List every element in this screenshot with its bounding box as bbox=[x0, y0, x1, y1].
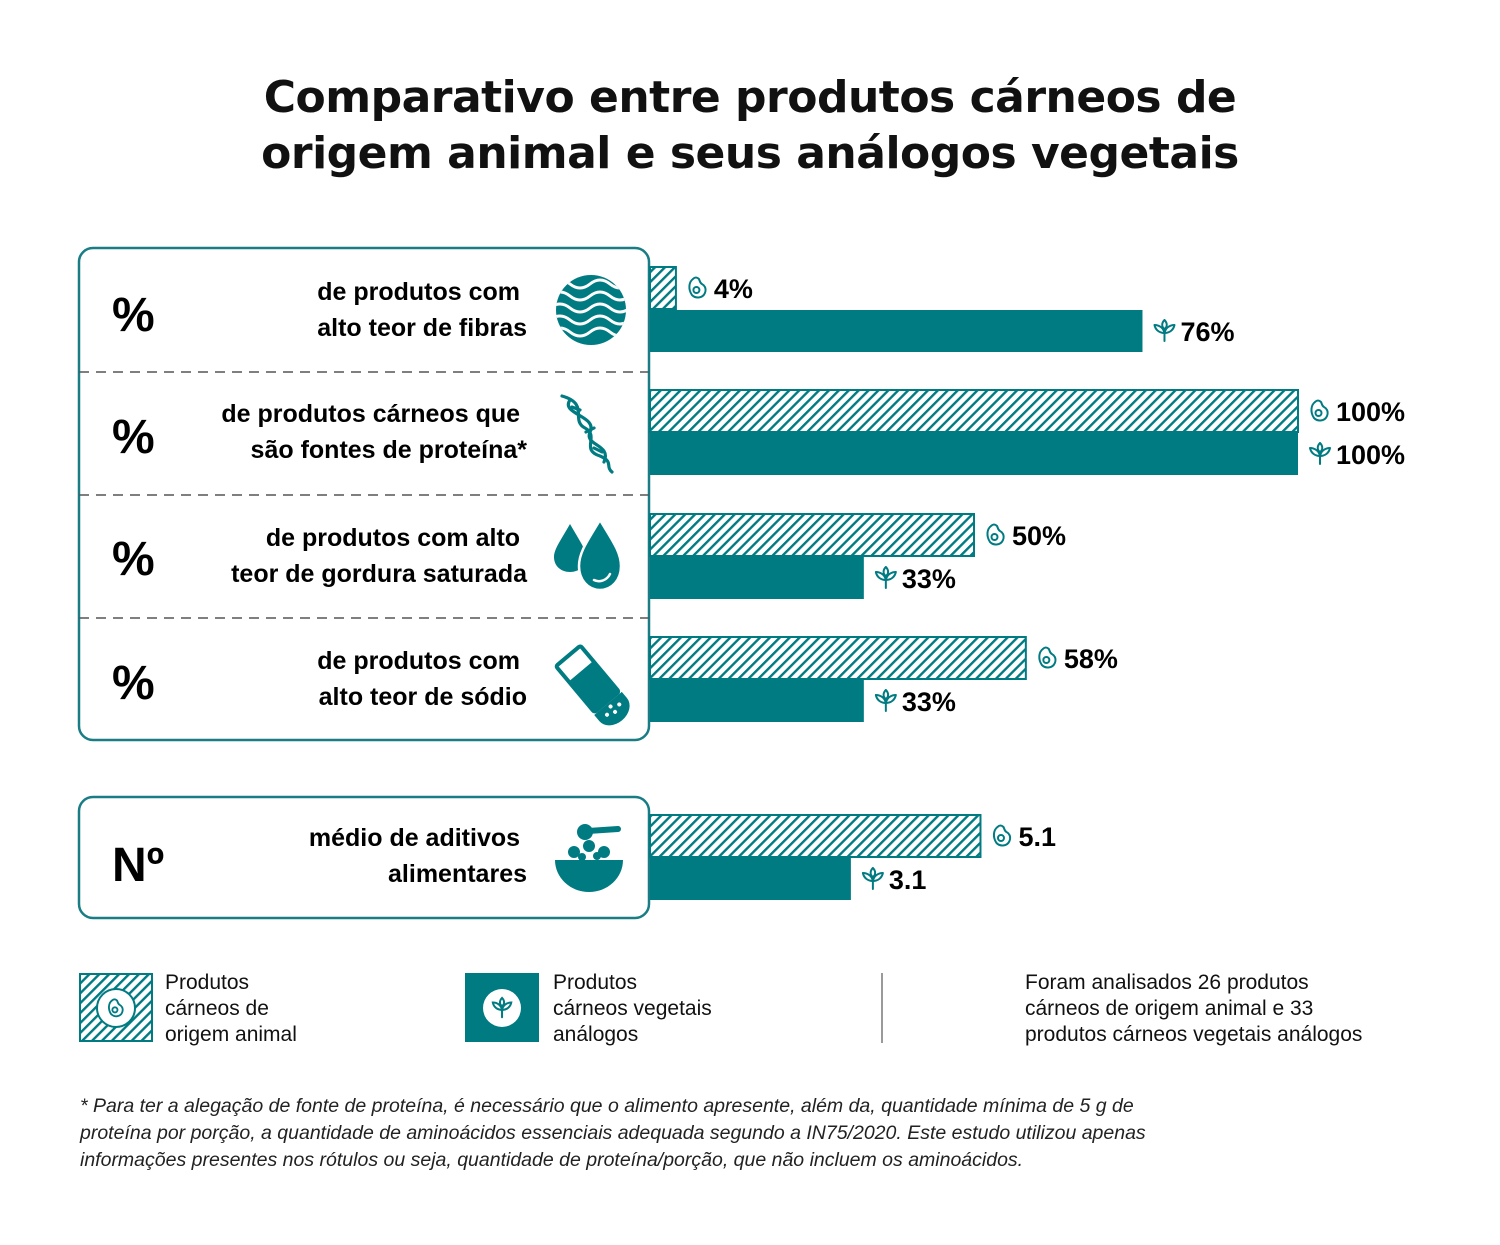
sample-note-line: cárneos de origem animal e 33 bbox=[1025, 997, 1314, 1020]
legend-label-line: análogos bbox=[553, 1023, 639, 1046]
value-label-vegetal: 100% bbox=[1336, 440, 1405, 470]
value-label-vegetal: 33% bbox=[902, 564, 956, 594]
legend-label-line: Produtos bbox=[165, 971, 250, 994]
row-description-line: alimentares bbox=[388, 860, 527, 888]
bar-vegetal bbox=[650, 680, 864, 722]
row-metric-symbol: % bbox=[112, 533, 155, 586]
row-description-line: médio de aditivos bbox=[309, 824, 520, 852]
footnote-line: * Para ter a alegação de fonte de proteí… bbox=[80, 1095, 1134, 1117]
fat-drops-icon bbox=[554, 517, 623, 592]
sprout-icon bbox=[861, 867, 884, 890]
value-label-animal: 100% bbox=[1336, 397, 1405, 427]
sprout-icon bbox=[874, 566, 897, 589]
sample-note: Foram analisados 26 produtos cárneos de … bbox=[1025, 970, 1362, 1048]
value-label-animal: 4% bbox=[714, 274, 753, 304]
fiber-icon bbox=[556, 275, 626, 345]
legend-item-vegetal bbox=[465, 973, 539, 1042]
meat-icon bbox=[992, 824, 1012, 847]
metrics-box-main bbox=[77, 246, 651, 742]
row-description-line: alto teor de sódio bbox=[319, 683, 527, 711]
bar-animal bbox=[649, 513, 975, 557]
additives-bowl-icon bbox=[555, 824, 623, 892]
bar-vegetal bbox=[650, 433, 1298, 475]
meat-icon bbox=[986, 523, 1005, 546]
row-metric-symbol: % bbox=[112, 411, 155, 464]
row-description-line: teor de gordura saturada bbox=[231, 560, 528, 588]
bar-animal bbox=[649, 814, 982, 858]
meat-icon bbox=[688, 276, 707, 299]
legend-label-line: cárneos vegetais bbox=[553, 997, 712, 1020]
row-description-line: de produtos cárneos que bbox=[221, 400, 520, 428]
protein-helix-icon bbox=[560, 394, 614, 474]
legend-item-animal bbox=[79, 973, 153, 1042]
legend-label-line: Produtos bbox=[553, 971, 638, 994]
footnote-line: informações presentes nos rótulos ou sej… bbox=[80, 1149, 1024, 1171]
bar-animal bbox=[649, 636, 1027, 680]
chart-title: Comparativo entre produtos cárneos de or… bbox=[0, 70, 1500, 182]
value-label-vegetal: 3.1 bbox=[889, 865, 927, 895]
row-metric-symbol: Nº bbox=[112, 839, 164, 892]
legend-label-animal: Produtos cárneos de origem animal bbox=[165, 970, 297, 1048]
legend-label-line: cárneos de bbox=[165, 997, 269, 1020]
row-description-line: de produtos com bbox=[317, 647, 520, 675]
bar-vegetal bbox=[650, 557, 864, 599]
value-label-vegetal: 76% bbox=[1180, 317, 1234, 347]
bar-animal bbox=[649, 266, 677, 310]
meat-icon bbox=[108, 998, 124, 1018]
legend-label-vegetal: Produtos cárneos vegetais análogos bbox=[553, 970, 712, 1048]
meat-icon bbox=[1310, 399, 1329, 422]
row-description: médio de aditivos alimentares bbox=[309, 824, 527, 888]
row-description: de produtos com alto teor de gordura sat… bbox=[231, 524, 528, 588]
sprout-icon bbox=[874, 689, 897, 712]
chart-title-line-2: origem animal e seus análogos vegetais bbox=[261, 128, 1239, 179]
footnote: * Para ter a alegação de fonte de proteí… bbox=[80, 1093, 1440, 1174]
sprout-icon bbox=[1153, 319, 1176, 342]
footnote-line: proteína por porção, a quantidade de ami… bbox=[80, 1122, 1146, 1144]
row-description: de produtos com alto teor de sódio bbox=[317, 647, 527, 711]
sample-note-line: Foram analisados 26 produtos bbox=[1025, 971, 1309, 994]
value-label-animal: 58% bbox=[1064, 644, 1118, 674]
meat-icon bbox=[1038, 646, 1057, 669]
chart-title-line-1: Comparativo entre produtos cárneos de bbox=[263, 72, 1237, 123]
row-description-line: de produtos com alto bbox=[266, 524, 520, 552]
row-description-line: alto teor de fibras bbox=[317, 314, 527, 342]
metrics-box-additives bbox=[77, 795, 651, 920]
row-description-line: são fontes de proteína* bbox=[251, 436, 528, 464]
bar-animal bbox=[649, 389, 1299, 433]
row-description: de produtos com alto teor de fibras bbox=[317, 278, 527, 342]
bar-vegetal bbox=[650, 310, 1143, 352]
bar-chart: % de produtos com alto teor de fibras % … bbox=[77, 246, 1405, 920]
sample-note-line: produtos cárneos vegetais análogos bbox=[1025, 1023, 1363, 1046]
row-metric-symbol: % bbox=[112, 289, 155, 342]
row-description-line: de produtos com bbox=[317, 278, 520, 306]
sprout-icon bbox=[491, 996, 513, 1019]
value-label-animal: 5.1 bbox=[1018, 822, 1056, 852]
sprout-icon bbox=[1309, 442, 1331, 465]
value-label-vegetal: 33% bbox=[902, 687, 956, 717]
value-label-animal: 50% bbox=[1012, 521, 1066, 551]
legend-divider bbox=[881, 973, 883, 1043]
salt-shaker-icon bbox=[554, 644, 630, 726]
bars-layer: 4% 76% 100% 100% 50% 33% 58% 33% 5.1 3.1 bbox=[649, 266, 1405, 900]
row-description: de produtos cárneos que são fontes de pr… bbox=[221, 400, 527, 464]
legend-label-line: origem animal bbox=[165, 1023, 297, 1046]
bar-vegetal bbox=[650, 858, 851, 900]
row-metric-symbol: % bbox=[112, 657, 155, 710]
